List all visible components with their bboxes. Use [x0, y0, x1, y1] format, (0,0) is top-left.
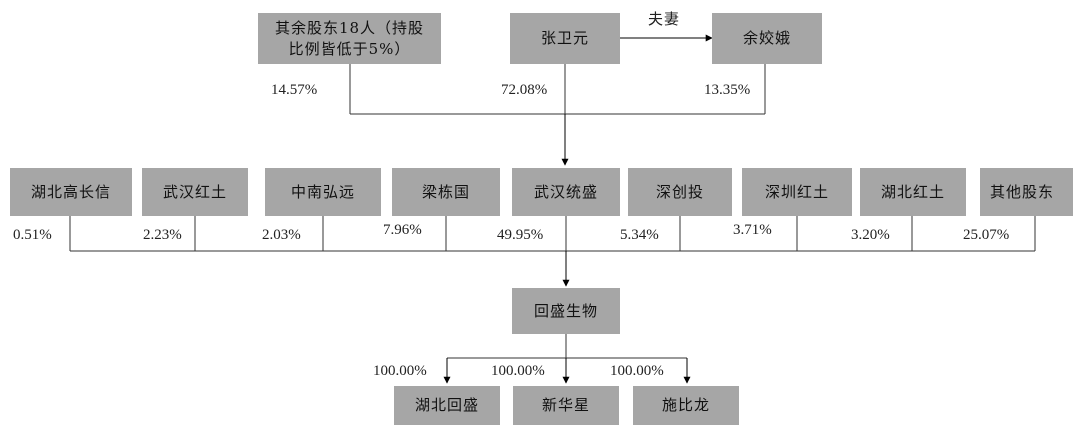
- sub-pct-1: 100.00%: [491, 363, 545, 379]
- mid-name-4: 武汉统盛: [533, 182, 598, 201]
- spouse-label: 夫妻: [648, 10, 681, 28]
- shareholder-yu-box: 余姣娥: [712, 13, 822, 64]
- mid-pct-2: 2.03%: [262, 227, 301, 243]
- subsidiary-box-1: 新华星: [513, 386, 619, 425]
- mid-box-2: 中南弘远: [265, 168, 381, 216]
- mid-box-6: 深圳红土: [742, 168, 852, 216]
- mid-pct-1: 2.23%: [143, 227, 182, 243]
- mid-box-0: 湖北高长信: [10, 168, 132, 216]
- shareholder-zhang-box: 张卫元: [510, 13, 620, 64]
- target-company-name: 回盛生物: [533, 301, 598, 320]
- mid-box-1: 武汉红土: [142, 168, 248, 216]
- pct-zhang: 72.08%: [501, 82, 548, 98]
- mid-pct-0: 0.51%: [13, 227, 52, 243]
- sub-pct-2: 100.00%: [610, 363, 664, 379]
- mid-box-7: 湖北红土: [860, 168, 966, 216]
- mid-box-4: 武汉统盛: [512, 168, 620, 216]
- mid-name-5: 深创投: [655, 182, 704, 201]
- subsidiary-box-2: 施比龙: [633, 386, 739, 425]
- zhang-name: 张卫元: [540, 29, 589, 47]
- subsidiary-name-2: 施比龙: [661, 396, 710, 414]
- others18-line1: 其余股东18人（持股: [274, 18, 425, 37]
- mid-pct-7: 3.20%: [851, 227, 890, 243]
- subsidiary-name-0: 湖北回盛: [414, 396, 479, 414]
- pct-yu: 13.35%: [704, 82, 751, 98]
- mid-pct-8: 25.07%: [963, 227, 1010, 243]
- mid-name-2: 中南弘远: [290, 182, 355, 201]
- yu-name: 余姣娥: [742, 29, 791, 47]
- mid-box-8: 其他股东: [980, 168, 1073, 216]
- mid-name-0: 湖北高长信: [30, 182, 111, 201]
- mid-box-5: 深创投: [628, 168, 732, 216]
- mid-name-1: 武汉红土: [162, 182, 227, 201]
- subsidiary-name-1: 新华星: [541, 396, 590, 414]
- mid-box-3: 梁栋国: [392, 168, 500, 216]
- pct-others18: 14.57%: [271, 82, 318, 98]
- others18-line2: 比例皆低于5%）: [288, 39, 411, 58]
- subsidiary-box-0: 湖北回盛: [394, 386, 500, 425]
- shareholder-others18-box: 其余股东18人（持股 比例皆低于5%）: [258, 13, 441, 64]
- mid-pct-5: 5.34%: [620, 227, 659, 243]
- mid-pct-4: 49.95%: [497, 227, 544, 243]
- mid-pct-6: 3.71%: [733, 222, 772, 238]
- mid-name-8: 其他股东: [990, 182, 1055, 201]
- mid-name-6: 深圳红土: [764, 182, 829, 201]
- mid-pct-3: 7.96%: [383, 222, 422, 238]
- target-company-box: 回盛生物: [512, 288, 620, 334]
- mid-name-7: 湖北红土: [880, 182, 945, 201]
- mid-name-3: 梁栋国: [421, 182, 470, 201]
- sub-pct-0: 100.00%: [373, 363, 427, 379]
